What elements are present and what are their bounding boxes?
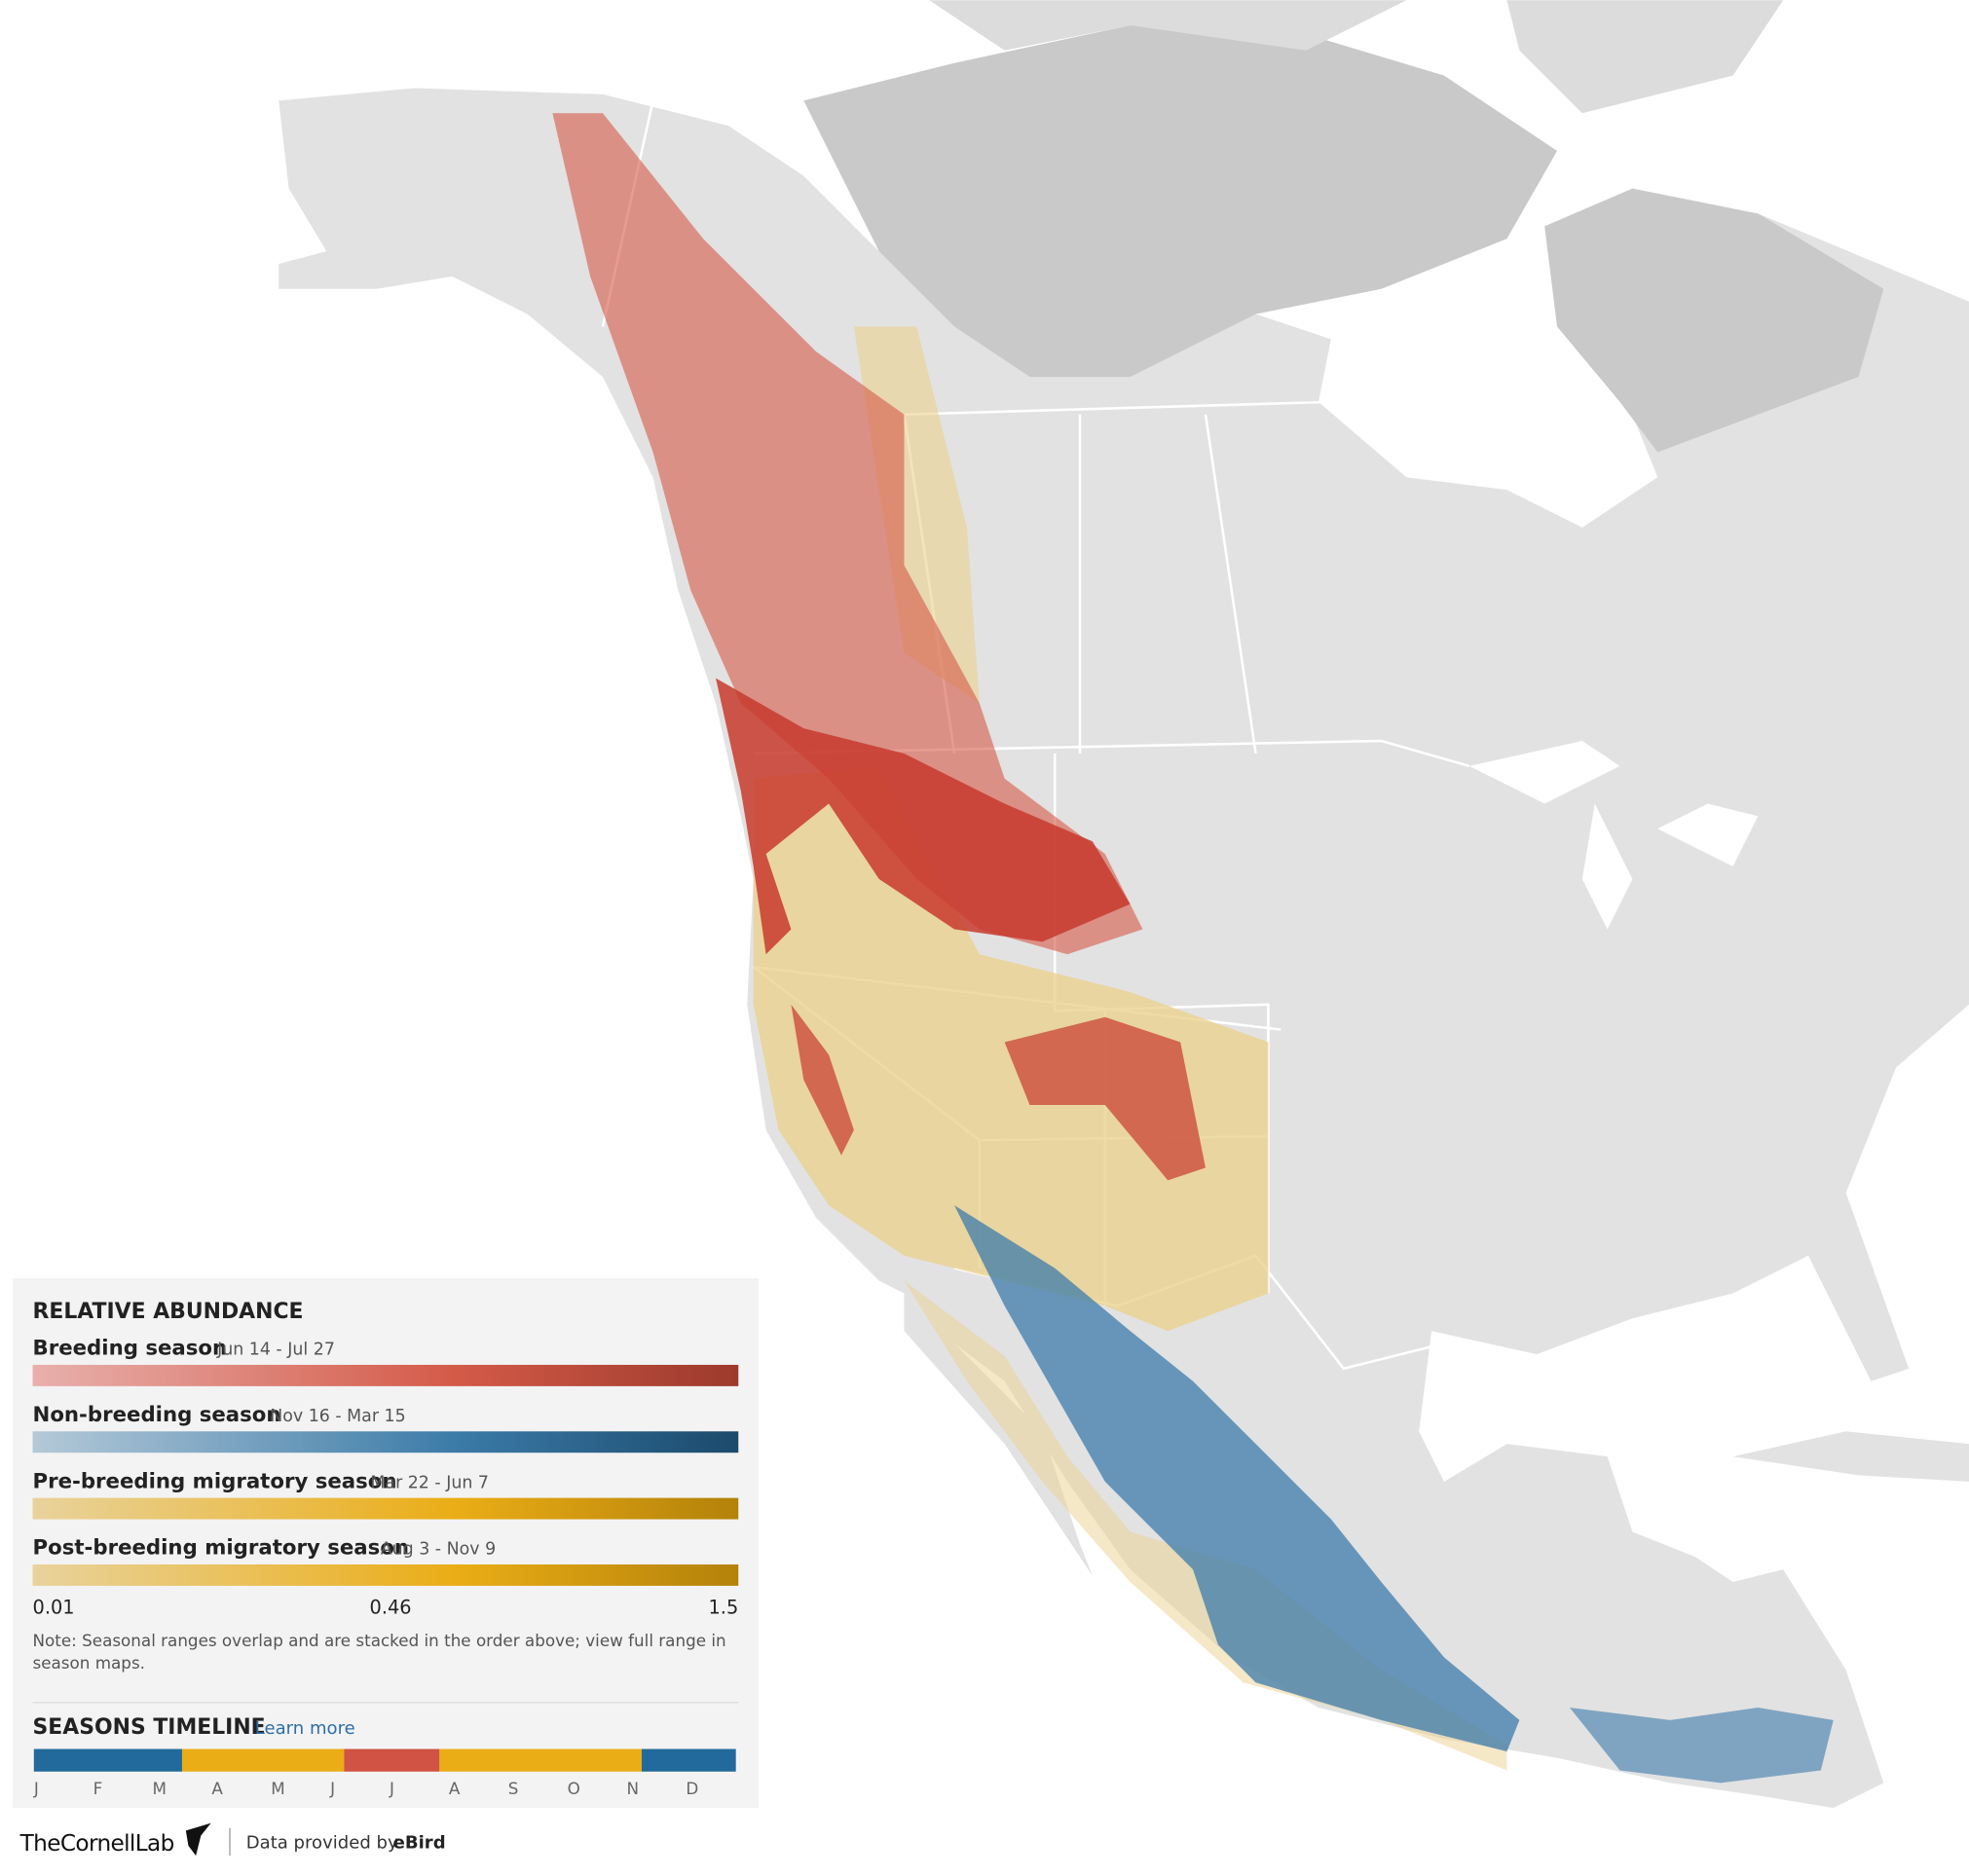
footer: TheCornellLab Data provided by eBird: [19, 1822, 446, 1857]
month-label: M: [153, 1779, 167, 1798]
legend-title: RELATIVE ABUNDANCE: [33, 1300, 304, 1324]
season-dates: Jun 14 - Jul 27: [216, 1341, 335, 1360]
month-label: J: [389, 1779, 394, 1798]
month-label: D: [686, 1779, 698, 1798]
season-name: Post-breeding migratory season: [33, 1536, 410, 1561]
season-gradient: [32, 1431, 739, 1453]
month-label: J: [329, 1779, 335, 1798]
credit-text: Data provided by: [246, 1832, 398, 1853]
month-label: O: [568, 1779, 580, 1798]
month-label: J: [33, 1779, 39, 1798]
timeline-title: SEASONS TIMELINE: [33, 1715, 266, 1740]
scale-min: 0.01: [33, 1596, 75, 1618]
season-gradient: [32, 1563, 739, 1586]
month-label: A: [449, 1779, 461, 1798]
learn-more-link[interactable]: Learn more: [255, 1718, 355, 1739]
scale-mid: 0.46: [370, 1596, 412, 1618]
month-label: M: [271, 1779, 284, 1798]
legend-note: season maps.: [33, 1653, 145, 1673]
season-gradient: [32, 1364, 739, 1386]
season-gradient: [32, 1497, 739, 1520]
scale-max: 1.5: [709, 1596, 739, 1618]
season-dates: Mar 22 - Jun 7: [370, 1473, 489, 1492]
month-label: N: [626, 1779, 639, 1798]
timeline-bar: [33, 1748, 736, 1772]
month-label: F: [93, 1779, 103, 1798]
season-dates: Aug 3 - Nov 9: [381, 1540, 496, 1560]
season-dates: Nov 16 - Mar 15: [270, 1407, 405, 1426]
season-name: Breeding season: [33, 1337, 228, 1361]
legend-note: Note: Seasonal ranges overlap and are st…: [33, 1631, 726, 1650]
season-name: Non-breeding season: [33, 1403, 281, 1427]
season-name: Pre-breeding migratory season: [33, 1469, 397, 1493]
abundance-range: [552, 113, 1834, 1784]
logo-bird: [185, 1822, 211, 1857]
month-label: A: [211, 1779, 223, 1798]
ebird-link[interactable]: eBird: [393, 1832, 446, 1853]
cornell-logo[interactable]: TheCornellLab: [19, 1830, 175, 1857]
month-label: S: [508, 1779, 519, 1798]
